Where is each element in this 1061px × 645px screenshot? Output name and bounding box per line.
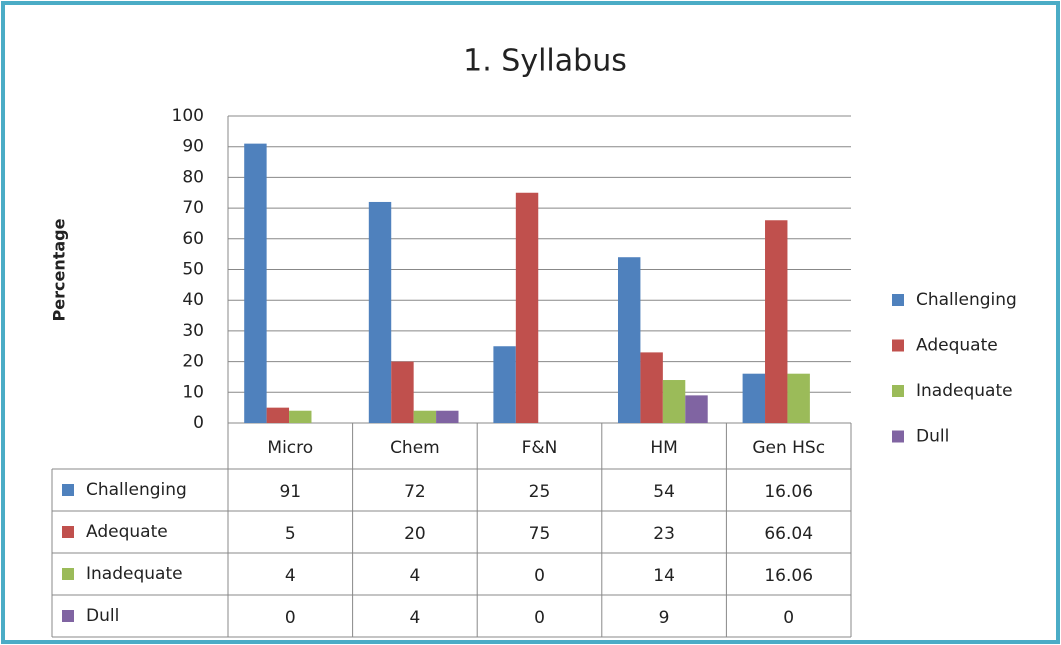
y-tick-label: 40 xyxy=(182,290,204,310)
bar xyxy=(765,220,788,423)
table-legend-key xyxy=(62,568,74,580)
table-value: 4 xyxy=(409,608,420,628)
table-value: 4 xyxy=(409,566,420,586)
table-value: 91 xyxy=(279,482,301,502)
table-value: 0 xyxy=(783,608,794,628)
y-tick-label: 80 xyxy=(182,167,204,187)
x-tick-label: HM xyxy=(650,438,677,458)
x-tick-label: Gen HSc xyxy=(752,438,825,458)
table-series-name: Challenging xyxy=(86,480,187,500)
bar xyxy=(617,257,641,423)
bar xyxy=(391,361,414,423)
bar xyxy=(787,373,810,423)
bar xyxy=(436,410,459,423)
bar xyxy=(493,346,516,423)
bar xyxy=(515,192,539,423)
chart-title: 1. Syllabus xyxy=(463,44,627,79)
y-tick-label: 50 xyxy=(182,260,204,280)
y-tick-label: 90 xyxy=(182,137,204,157)
bar xyxy=(244,143,267,423)
bar xyxy=(662,380,686,423)
legend-key xyxy=(892,385,904,397)
table-legend-key xyxy=(62,484,74,496)
y-tick-label: 10 xyxy=(182,382,204,402)
table-legend-key xyxy=(62,526,74,538)
legend-key xyxy=(892,339,904,352)
x-tick-label: Micro xyxy=(267,438,313,458)
y-axis-title: Percentage xyxy=(50,218,69,321)
table-value: 16.06 xyxy=(764,566,813,586)
y-tick-label: 60 xyxy=(182,229,204,249)
table-value: 0 xyxy=(534,566,545,586)
table-value: 54 xyxy=(653,482,675,502)
legend-key xyxy=(892,294,904,306)
table-value: 20 xyxy=(404,524,426,544)
table-value: 66.04 xyxy=(764,524,813,544)
table-value: 72 xyxy=(404,482,426,502)
table-value: 9 xyxy=(659,608,670,628)
table-legend-key xyxy=(62,610,74,622)
bar xyxy=(289,410,312,423)
table-value: 4 xyxy=(285,566,296,586)
table-series-name: Dull xyxy=(86,606,119,626)
x-tick-label: Chem xyxy=(390,438,440,458)
table-value: 0 xyxy=(534,608,545,628)
legend-key xyxy=(892,430,904,443)
bar xyxy=(413,410,437,423)
legend-label: Challenging xyxy=(916,290,1017,310)
bar xyxy=(742,373,766,423)
bar xyxy=(685,395,708,423)
bar xyxy=(640,352,663,423)
table-value: 14 xyxy=(653,566,675,586)
table-value: 0 xyxy=(285,608,296,628)
bar xyxy=(368,201,392,423)
table-value: 25 xyxy=(529,482,551,502)
y-tick-label: 30 xyxy=(182,321,204,341)
y-tick-label: 70 xyxy=(182,198,204,218)
legend-label: Adequate xyxy=(916,336,998,356)
table-value: 16.06 xyxy=(764,482,813,502)
table-value: 5 xyxy=(285,524,296,544)
bar xyxy=(266,407,290,423)
x-tick-label: F&N xyxy=(522,438,558,458)
y-tick-label: 0 xyxy=(193,413,204,433)
y-tick-label: 100 xyxy=(172,106,204,126)
legend-label: Inadequate xyxy=(916,381,1013,401)
legend-label: Dull xyxy=(916,427,949,447)
table-value: 75 xyxy=(529,524,551,544)
table-series-name: Adequate xyxy=(86,522,168,542)
table-value: 23 xyxy=(653,524,675,544)
y-tick-label: 20 xyxy=(182,352,204,372)
table-series-name: Inadequate xyxy=(86,564,183,584)
